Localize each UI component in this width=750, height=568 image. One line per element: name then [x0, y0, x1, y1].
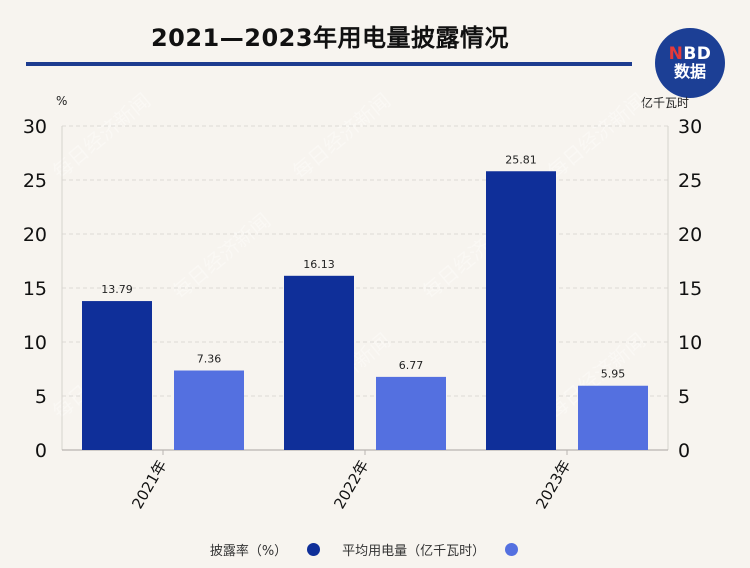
- y-tick-right: 30: [678, 116, 702, 138]
- y-tick-right: 25: [678, 170, 702, 192]
- logo-text-bottom: 数据: [673, 61, 706, 81]
- logo-text-top: NBD: [668, 43, 712, 64]
- y-tick-right: 0: [678, 440, 690, 462]
- logo-bd: BD: [683, 43, 712, 64]
- x-tick-label: 2021年: [128, 457, 170, 512]
- y-tick-left: 5: [35, 386, 47, 408]
- legend: 披露率（%） 平均用电量（亿千瓦时）: [0, 540, 750, 559]
- right-axis-unit: 亿千瓦时: [641, 96, 690, 110]
- data-label-series-1: 13.79: [101, 283, 133, 296]
- data-label-series-2: 7.36: [197, 353, 222, 366]
- y-tick-left: 15: [23, 278, 47, 300]
- bar-series-2: [174, 370, 244, 450]
- legend-label-series-2: 平均用电量（亿千瓦时）: [342, 544, 486, 559]
- y-tick-left: 0: [35, 440, 47, 462]
- y-tick-left: 30: [23, 116, 47, 138]
- y-tick-right: 15: [678, 278, 702, 300]
- y-tick-right: 20: [678, 224, 702, 246]
- bar-series-2: [376, 376, 446, 450]
- data-label-series-1: 25.81: [505, 153, 537, 166]
- bar-series-1: [82, 301, 152, 450]
- x-tick-label: 2022年: [330, 457, 372, 512]
- y-tick-left: 10: [23, 332, 47, 354]
- data-label-series-2: 6.77: [399, 359, 424, 372]
- legend-marker-series-2: [505, 543, 519, 556]
- watermark-text: 每日经济新闻: [48, 88, 155, 184]
- nbd-logo: NBD 数据: [655, 28, 725, 98]
- y-tick-right: 10: [678, 332, 702, 354]
- watermark-text: 每日经济新闻: [288, 88, 395, 184]
- bar-series-1: [486, 171, 556, 450]
- watermark-text: 每日经济新闻: [543, 88, 650, 184]
- legend-marker-series-1: [307, 543, 321, 556]
- logo-n: N: [668, 43, 684, 64]
- data-label-series-2: 5.95: [601, 368, 626, 381]
- bar-series-2: [578, 385, 648, 450]
- title-underline: [26, 62, 632, 66]
- bar-series-1: [284, 275, 354, 450]
- y-tick-left: 25: [23, 170, 47, 192]
- y-tick-right: 5: [678, 386, 690, 408]
- legend-label-series-1: 披露率（%）: [209, 544, 288, 559]
- x-tick-label: 2023年: [532, 457, 574, 512]
- bar-chart: 每日经济新闻每日经济新闻每日经济新闻每日经济新闻每日经济新闻每日经济新闻每日经济…: [22, 88, 703, 513]
- watermark-text: 每日经济新闻: [168, 208, 275, 304]
- y-tick-left: 20: [23, 224, 47, 246]
- data-label-series-1: 16.13: [303, 258, 335, 271]
- left-axis-unit: %: [56, 94, 68, 108]
- chart-title: 2021—2023年用电量披露情况: [150, 24, 510, 52]
